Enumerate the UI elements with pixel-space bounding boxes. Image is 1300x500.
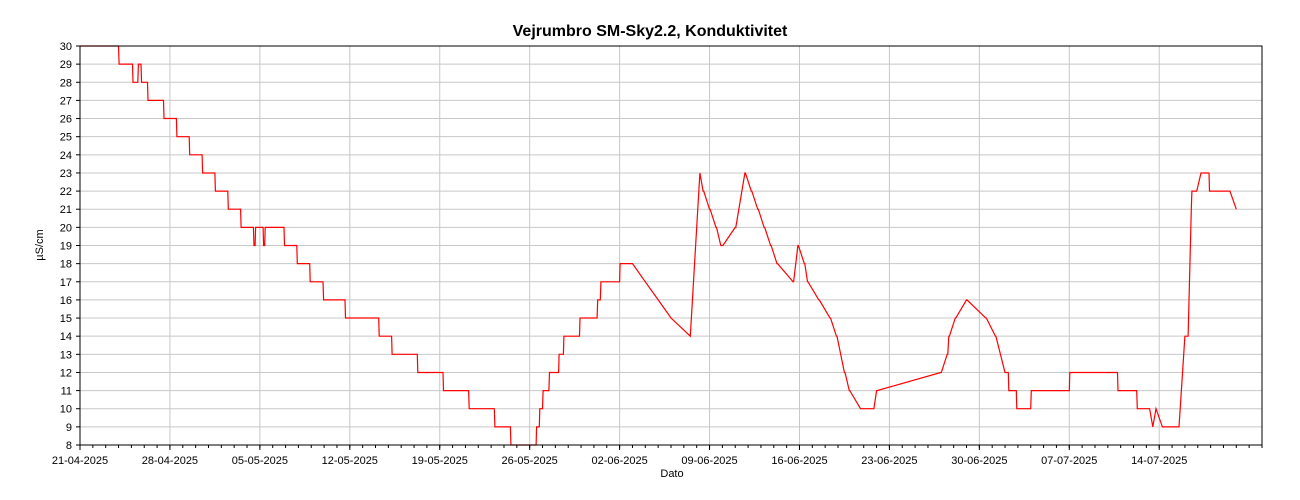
x-tick-label: 23-06-2025 <box>861 455 917 467</box>
y-tick-label: 11 <box>61 386 72 398</box>
y-tick-label: 15 <box>60 313 72 325</box>
y-axis-label: µS/cm <box>34 229 46 260</box>
x-tick-label: 14-07-2025 <box>1131 455 1187 467</box>
x-tick-label: 28-04-2025 <box>142 455 198 467</box>
y-tick-label: 8 <box>66 440 72 452</box>
chart-title: Vejrumbro SM-Sky2.2, Konduktivitet <box>513 23 788 40</box>
y-tick-label: 19 <box>60 241 72 253</box>
x-tick-label: 19-05-2025 <box>412 455 468 467</box>
y-tick-label: 26 <box>60 114 72 126</box>
x-tick-label: 02-06-2025 <box>591 455 647 467</box>
y-tick-label: 20 <box>60 222 72 234</box>
x-tick-label: 30-06-2025 <box>951 455 1007 467</box>
y-tick-label: 24 <box>60 150 72 162</box>
x-tick-label: 05-05-2025 <box>232 455 288 467</box>
x-axis-label: Dato <box>660 468 683 480</box>
y-tick-label: 23 <box>60 168 72 180</box>
y-axis: 8 9 10 11 12 13 14 15 16 17 18 19 20 21 22 23 24 25 26 27 28… <box>60 41 80 452</box>
grid <box>79 45 1262 446</box>
x-tick-label: 26-05-2025 <box>502 455 558 467</box>
x-tick-label: 07-07-2025 <box>1041 455 1097 467</box>
y-tick-label: 13 <box>60 349 72 361</box>
y-tick-label: 9 <box>66 422 72 434</box>
x-tick-label: 21-04-2025 <box>52 455 108 467</box>
y-tick-label: 27 <box>60 95 72 107</box>
y-tick-label: 29 <box>60 59 72 71</box>
y-tick-label: 28 <box>60 77 72 89</box>
y-tick-label: 10 <box>60 404 72 416</box>
y-tick-label: 25 <box>60 132 72 144</box>
x-tick-label: 12-05-2025 <box>322 455 378 467</box>
y-tick-label: 16 <box>60 295 72 307</box>
y-tick-label: 14 <box>60 331 72 343</box>
y-tick-label: 18 <box>60 259 72 271</box>
y-tick-label: 22 <box>60 186 72 198</box>
y-tick-label: 30 <box>60 41 72 53</box>
y-tick-label: 12 <box>60 367 72 379</box>
x-tick-label: 09-06-2025 <box>681 455 737 467</box>
x-tick-label: 16-06-2025 <box>771 455 827 467</box>
y-tick-label: 17 <box>60 277 72 289</box>
data-line <box>80 45 1237 446</box>
y-tick-label: 21 <box>60 204 72 216</box>
x-axis: 21-04-2025 28-04-2025 05-05-2025 12-05-2025… <box>52 445 1263 467</box>
